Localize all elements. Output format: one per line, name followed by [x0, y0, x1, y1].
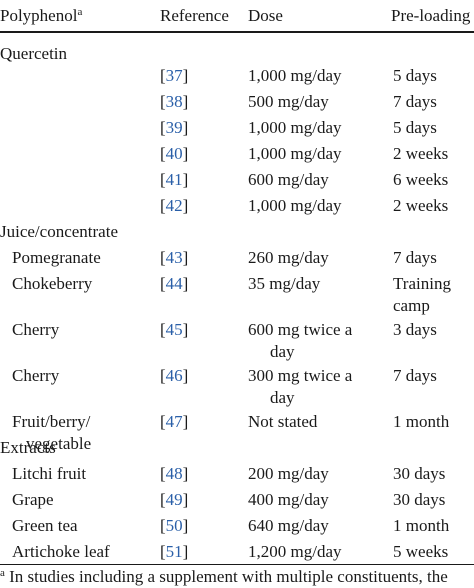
dose-cell: 600 mg/day	[248, 170, 329, 189]
preloading-cell: 7 days	[393, 248, 437, 267]
dose-cell: 260 mg/day	[248, 248, 329, 267]
ref-link[interactable]: 43	[165, 248, 183, 267]
header-polyphenol-sup: a	[77, 6, 83, 18]
dose-cell: 1,000 mg/day	[248, 66, 342, 85]
group-quercetin: Quercetin	[0, 44, 68, 63]
footnote-sup: a	[0, 567, 5, 579]
header-rule	[0, 31, 474, 33]
ref-cell: [47]	[160, 412, 189, 431]
preloading-cell: 7 days	[393, 366, 437, 385]
polyphenol-cell: Cherry	[12, 320, 60, 339]
dose-cell: 200 mg/day	[248, 464, 329, 483]
ref-link[interactable]: 38	[165, 92, 183, 111]
ref-cell: [51]	[160, 542, 189, 561]
ref-link[interactable]: 44	[165, 274, 183, 293]
polyphenol-cell: Cherry	[12, 366, 60, 385]
ref-link[interactable]: 39	[165, 118, 183, 137]
header-polyphenol: Polyphenola	[0, 6, 83, 25]
dose-cell: 600 mg twice a	[248, 320, 353, 339]
ref-cell: [49]	[160, 490, 189, 509]
preloading-cell: 5 days	[393, 66, 437, 85]
preloading-cell: 5 weeks	[393, 542, 449, 561]
ref-cell: [38]	[160, 92, 189, 111]
group-juice-concentrate: Juice/concentrate	[0, 222, 118, 241]
polyphenol-cell: Pomegranate	[12, 248, 101, 267]
ref-link[interactable]: 50	[165, 516, 183, 535]
ref-link[interactable]: 48	[165, 464, 183, 483]
ref-link[interactable]: 40	[165, 144, 183, 163]
group-extracts: Extracts	[0, 438, 56, 457]
dose-cell: day	[270, 342, 295, 361]
ref-link[interactable]: 49	[165, 490, 183, 509]
ref-link[interactable]: 37	[165, 66, 183, 85]
polyphenol-cell: Litchi fruit	[12, 464, 87, 483]
ref-cell: [45]	[160, 320, 189, 339]
preloading-cell: 5 days	[393, 118, 437, 137]
dose-cell: 400 mg/day	[248, 490, 329, 509]
dose-cell: 1,000 mg/day	[248, 144, 342, 163]
dose-cell: 640 mg/day	[248, 516, 329, 535]
dose-cell: day	[270, 388, 295, 407]
preloading-cell: 30 days	[393, 464, 446, 483]
polyphenol-cell: Grape	[12, 490, 54, 509]
polyphenol-cell: Artichoke leaf	[12, 542, 110, 561]
ref-cell: [50]	[160, 516, 189, 535]
ref-link[interactable]: 42	[165, 196, 183, 215]
dose-cell: 300 mg twice a	[248, 366, 353, 385]
ref-cell: [43]	[160, 248, 189, 267]
ref-link[interactable]: 46	[165, 366, 183, 385]
preloading-cell: 1 month	[393, 516, 450, 535]
ref-cell: [39]	[160, 118, 189, 137]
header-preloading: Pre-loading	[391, 6, 471, 25]
dose-cell: 1,000 mg/day	[248, 196, 342, 215]
ref-link[interactable]: 51	[165, 542, 183, 561]
polyphenol-cell: Green tea	[12, 516, 78, 535]
dose-cell: Not stated	[248, 412, 318, 431]
preloading-cell: 2 weeks	[393, 196, 449, 215]
preloading-cell: Training	[393, 274, 451, 293]
ref-cell: [46]	[160, 366, 189, 385]
header-reference: Reference	[160, 6, 229, 25]
footnote: a In studies including a supplement with…	[0, 566, 448, 588]
preloading-cell: 30 days	[393, 490, 446, 509]
preloading-cell: 6 weeks	[393, 170, 449, 189]
dose-cell: 500 mg/day	[248, 92, 329, 111]
polyphenol-cell: Fruit/berry/	[12, 412, 91, 431]
preloading-cell: 1 month	[393, 412, 450, 431]
ref-link[interactable]: 45	[165, 320, 183, 339]
polyphenol-cell: vegetable	[26, 434, 92, 453]
ref-cell: [41]	[160, 170, 189, 189]
polyphenol-cell: Chokeberry	[12, 274, 93, 293]
preloading-cell: 3 days	[393, 320, 437, 339]
preloading-cell: 7 days	[393, 92, 437, 111]
ref-cell: [40]	[160, 144, 189, 163]
dose-cell: 1,000 mg/day	[248, 118, 342, 137]
ref-cell: [44]	[160, 274, 189, 293]
preloading-cell: camp	[393, 296, 430, 315]
ref-link[interactable]: 41	[165, 170, 183, 189]
preloading-cell: 2 weeks	[393, 144, 449, 163]
ref-link[interactable]: 47	[165, 412, 183, 431]
ref-cell: [37]	[160, 66, 189, 85]
header-dose: Dose	[248, 6, 283, 25]
dose-cell: 1,200 mg/day	[248, 542, 342, 561]
ref-cell: [48]	[160, 464, 189, 483]
table-bottom-rule	[0, 564, 474, 565]
ref-cell: [42]	[160, 196, 189, 215]
dose-cell: 35 mg/day	[248, 274, 321, 293]
footnote-text: In studies including a supplement with m…	[9, 567, 448, 586]
